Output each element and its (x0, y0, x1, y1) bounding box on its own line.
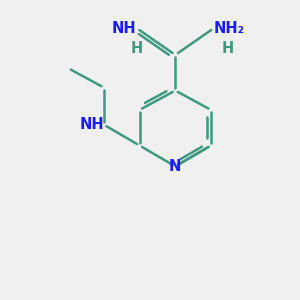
Text: NH: NH (112, 21, 136, 36)
Text: N: N (169, 159, 182, 174)
Text: H: H (221, 41, 233, 56)
Text: NH: NH (79, 117, 104, 132)
Text: NH₂: NH₂ (214, 21, 245, 36)
Text: H: H (130, 41, 143, 56)
